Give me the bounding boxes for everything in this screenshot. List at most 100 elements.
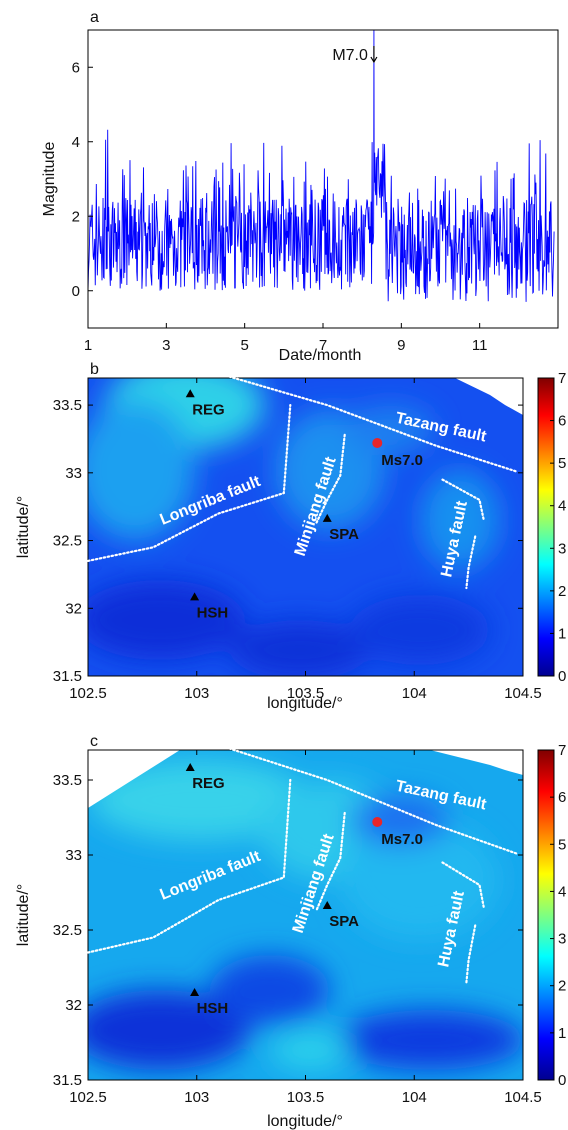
x-tick-label: 103.5 [287,685,325,702]
fault-line [315,811,346,912]
panel-b-y-ticks: 31.5 32 32.5 33 33.5 [53,397,523,685]
colorbar-tick-label: 6 [558,413,566,430]
y-tick-label: 32.5 [53,922,82,939]
x-tick-label: 104 [402,1089,427,1106]
x-tick-label: 103 [184,1089,209,1106]
panel-b-colorbar-ticks: 0 1 2 3 4 5 6 7 [550,370,566,685]
colorbar-tick-label: 5 [558,836,566,853]
panel-b-colorbar: 0 1 2 3 4 5 6 7 [537,370,566,685]
colorbar-tick-label: 0 [558,668,566,685]
x-tick-label: 102.5 [69,1089,107,1106]
x-tick-label: 104.5 [504,685,542,702]
panel-c-faults [86,747,518,984]
panel-a-frame [87,29,559,329]
colorbar-tick-label: 7 [558,742,566,759]
y-tick-label: 32 [65,600,82,617]
magnitude-line [87,29,555,302]
fault-line [315,433,346,524]
colorbar-tick-label: 2 [558,583,566,600]
x-tick-label: 9 [397,337,405,354]
y-tick-label: 31.5 [53,668,82,685]
colorbar-tick-label: 3 [558,931,566,948]
y-tick-label: 33 [65,847,82,864]
epicenter-label: Ms7.0 [381,831,423,848]
colorbar-tick-label: 3 [558,540,566,557]
x-tick-label: 104 [402,685,427,702]
panel-b-stations: REG SPA HSH [185,389,359,621]
mainshock-label: M7.0 [332,47,368,64]
epicenter-marker [372,438,383,449]
panel-c-epicenter: Ms7.0 [372,817,423,848]
fault-line [441,861,485,909]
station-marker [185,763,195,771]
panel-c-y-ticks: 31.5 32 32.5 33 33.5 [53,772,523,1089]
y-tick-label: 4 [72,134,80,151]
panel-c-colorbar: 0 1 2 3 4 5 6 7 [537,742,566,1089]
x-tick-label: 104.5 [504,1089,542,1106]
colorbar-tick-label: 7 [558,370,566,387]
y-tick-label: 2 [72,208,80,225]
panel-a-y-label: Magnitude [41,142,58,217]
y-tick-label: 31.5 [53,1072,82,1089]
station-label: REG [192,775,225,792]
x-tick-label: 5 [240,337,248,354]
panel-b-faults [86,375,518,590]
colorbar-tick-label: 1 [558,1025,566,1042]
panel-a-y-ticks: 0 2 4 6 [72,59,93,300]
fault-line [228,375,518,473]
station-label: REG [192,401,225,418]
y-tick-label: 32.5 [53,533,82,550]
fault-line [465,924,477,984]
station-label: SPA [329,526,359,543]
y-tick-label: 6 [72,59,80,76]
panel-b-x-ticks: 102.5 103 103.5 104 104.5 [69,378,542,702]
colorbar-tick-label: 6 [558,789,566,806]
panel-b-y-label: latitude/° [15,496,32,558]
panel-a: a 1 3 5 7 9 11 0 2 4 6 M7.0 Date/month Magnitude [41,9,559,364]
station-label: HSH [197,604,229,621]
colorbar-tick-label: 5 [558,455,566,472]
y-tick-label: 33.5 [53,397,82,414]
panel-c-x-label: longitude/° [267,1113,343,1130]
x-tick-label: 3 [162,337,170,354]
station-marker [190,988,200,996]
panel-c-colorbar-ticks: 0 1 2 3 4 5 6 7 [550,742,566,1089]
y-tick-label: 33.5 [53,772,82,789]
panel-b-label: b [90,361,99,378]
fault-line [441,478,485,522]
x-tick-label: 11 [472,337,488,354]
station-marker [190,592,200,601]
x-tick-label: 103 [184,685,209,702]
panel-c-stations: REG SPA HSH [185,763,359,1017]
panel-b-heatmap [88,378,523,676]
colorbar-tick-label: 4 [558,498,566,515]
colorbar-tick-label: 0 [558,1072,566,1089]
y-tick-label: 32 [65,997,82,1014]
panel-c-heatmap [88,750,523,1080]
station-marker [185,389,195,398]
x-tick-label: 1 [84,337,92,354]
x-tick-label: 7 [319,337,327,354]
panel-a-x-ticks: 1 3 5 7 9 11 [84,323,488,354]
y-tick-label: 33 [65,465,82,482]
x-tick-label: 102.5 [69,685,107,702]
y-tick-label: 0 [72,283,80,300]
panel-a-label: a [90,9,99,26]
epicenter-label: Ms7.0 [381,452,423,469]
station-marker [322,901,332,909]
panel-b-x-label: longitude/° [267,695,343,712]
station-label: HSH [197,1000,229,1017]
colorbar-tick-label: 4 [558,883,566,900]
panel-a-x-label: Date/month [279,347,362,364]
colorbar-tick-label: 1 [558,625,566,642]
station-label: SPA [329,913,359,930]
epicenter-marker [372,817,383,827]
magnitude-series [87,29,555,302]
fault-line [86,778,292,954]
panel-c-y-label: latitude/° [15,884,32,946]
panel-c-label: c [90,733,98,750]
colorbar-tick-label: 2 [558,978,566,995]
